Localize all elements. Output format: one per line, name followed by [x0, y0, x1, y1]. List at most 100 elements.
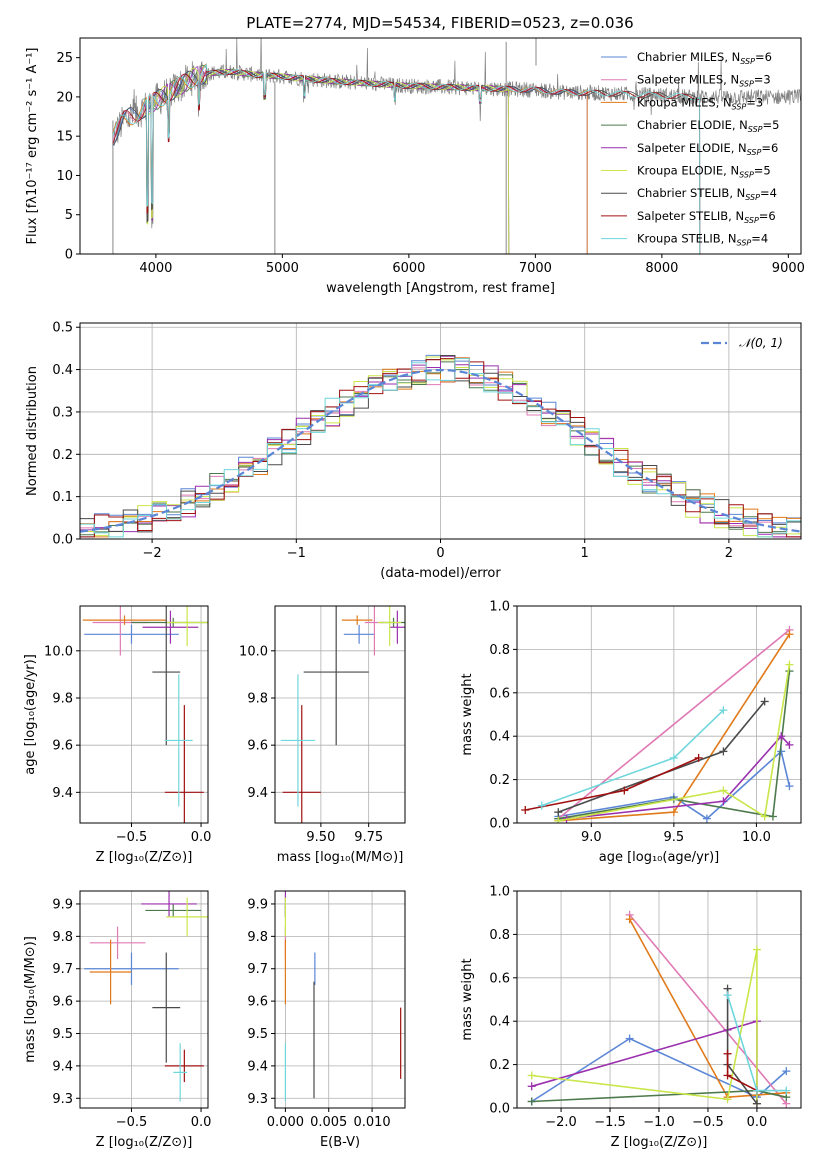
y-tick-label: 10 [56, 169, 73, 184]
y-tick-label: 0.2 [52, 448, 73, 463]
gaussian-curve [80, 368, 801, 533]
y-tick-label: 5 [65, 208, 73, 223]
x-tick-label: 0.010 [353, 1115, 390, 1130]
legend-label: Kroupa ELODIE, NSSP=5 [637, 164, 771, 180]
x-tick-label: −0.5 [116, 1115, 148, 1130]
x-tick-label: −1 [287, 546, 306, 561]
legend-label: Kroupa MILES, NSSP=3 [637, 95, 763, 111]
x-tick-label: 4000 [139, 261, 172, 276]
y-axis-label: mass [log₁₀(M/M⊙)] [23, 936, 38, 1063]
x-tick-label: 0.0 [191, 1115, 212, 1130]
x-axis-label: Z [log₁₀(Z/Z⊙)] [96, 1135, 193, 1150]
x-tick-label: 0.000 [267, 1115, 304, 1130]
x-tick-label: −2 [143, 546, 162, 561]
x-tick-label: 0.0 [191, 830, 212, 845]
weight-line-chabrier-miles [531, 1037, 787, 1103]
y-tick-label: 1.0 [489, 885, 510, 900]
weight-line-salpeter-elodie [566, 735, 790, 820]
y-tick-label: 9.6 [52, 739, 73, 754]
figure-title: PLATE=2774, MJD=54534, FIBERID=0523, z=0… [246, 14, 633, 32]
y-tick-label: 9.3 [247, 1092, 268, 1107]
y-axis-label: Normed distribution [25, 366, 40, 496]
plot-area [284, 891, 402, 1102]
plot-area [527, 910, 791, 1108]
plot-area [521, 625, 794, 823]
x-axis-label: Z [log₁₀(Z/Z⊙)] [96, 850, 193, 865]
y-tick-label: 0.4 [489, 730, 510, 745]
y-tick-label: 9.4 [247, 1059, 268, 1074]
panel-mass-vs-ebv: 0.000 0.005 0.010 9.3 9.4 9.5 9.6 9.7 9.8 9.9 E(B-… [247, 890, 406, 1150]
axes-frame [79, 605, 209, 824]
y-tick-label: 9.5 [52, 1027, 73, 1042]
panel-mass-vs-Z: −0.5 0.0 9.3 9.4 9.5 9.6 9.7 9.8 9.9 Z [log₁₀(Z/Z… [23, 890, 212, 1150]
y-tick-label: 9.4 [52, 786, 73, 801]
axes-frame [274, 605, 406, 824]
legend-label: Kroupa STELIB, NSSP=4 [637, 232, 768, 248]
plot-area [112, 38, 801, 254]
plot-area [280, 606, 405, 823]
y-tick-label: 9.8 [247, 930, 268, 945]
y-tick-label: 9.4 [52, 1059, 73, 1074]
y-tick-label: 1.0 [489, 600, 510, 615]
x-axis-label: (data-model)/error [380, 566, 501, 581]
y-tick-label: 9.8 [247, 691, 268, 706]
x-tick-label: 0 [436, 546, 444, 561]
x-tick-label: 9.0 [581, 830, 602, 845]
y-tick-label: 9.6 [52, 995, 73, 1010]
y-tick-label: 9.6 [247, 995, 268, 1010]
axes-frame [79, 37, 802, 255]
y-tick-label: 0.8 [489, 928, 510, 943]
x-axis-label: age [log₁₀(age/yr)] [599, 850, 720, 865]
legend-label: Salpeter MILES, NSSP=3 [637, 73, 771, 89]
weight-line-salpeter-elodie [531, 1020, 758, 1104]
x-tick-label: 2 [725, 546, 733, 561]
y-tick-label: 10.0 [239, 644, 268, 659]
x-tick-label: 5000 [266, 261, 299, 276]
y-tick-label: 0.3 [52, 405, 73, 420]
legend-label: Chabrier MILES, NSSP=6 [637, 50, 772, 66]
y-tick-label: 0.2 [489, 773, 510, 788]
weight-line-kroupa-elodie [558, 664, 791, 822]
legend-label: Salpeter ELODIE, NSSP=6 [637, 141, 778, 157]
legend-label: Chabrier STELIB, NSSP=4 [637, 186, 777, 202]
x-tick-label: −1.5 [594, 1115, 626, 1130]
y-tick-label: 9.9 [52, 897, 73, 912]
y-tick-label: 9.8 [52, 691, 73, 706]
y-tick-label: 25 [56, 51, 73, 66]
y-tick-label: 0.0 [489, 1102, 510, 1117]
panel-age-vs-Z: −0.5 0.0 9.4 9.6 9.8 10.0 Z [log₁₀(Z/Z⊙)] age [… [23, 605, 212, 865]
y-tick-label: 0.0 [489, 817, 510, 832]
x-tick-label: 7000 [519, 261, 552, 276]
y-tick-label: 9.3 [52, 1092, 73, 1107]
y-tick-label: 15 [56, 130, 73, 145]
weight-line-chabrier-stelib [558, 700, 766, 813]
y-tick-label: 0.1 [52, 490, 73, 505]
panel-spectrum: 4000 5000 6000 7000 8000 9000 0 5 10 15 20 25 wavele… [25, 37, 805, 296]
legend-label: Chabrier ELODIE, NSSP=5 [637, 118, 779, 134]
x-tick-label: −0.5 [692, 1115, 724, 1130]
x-tick-label: 9.75 [354, 830, 383, 845]
x-tick-label: −0.5 [116, 830, 148, 845]
model-spectrum-chabrier-elodie [143, 64, 510, 254]
x-tick-label: 0.005 [310, 1115, 347, 1130]
axes-frame [274, 890, 406, 1109]
y-axis-label: mass weight [460, 673, 475, 755]
y-axis-label: Flux [fλ10⁻¹⁷ erg cm⁻² s⁻¹ A⁻¹] [25, 48, 40, 245]
weight-line-chabrier-elodie [558, 671, 791, 820]
model-spectrum-kroupa-stelib [112, 63, 701, 254]
y-tick-label: 0.2 [489, 1058, 510, 1073]
model-spectrum-kroupa-elodie [142, 67, 510, 254]
y-tick-label: 9.7 [52, 962, 73, 977]
axes-frame [516, 605, 802, 824]
x-axis-label: wavelength [Angstrom, rest frame] [326, 281, 555, 296]
y-axis-label: mass weight [460, 958, 475, 1040]
x-tick-label: 0.0 [747, 1115, 768, 1130]
plot-area [82, 606, 208, 823]
y-tick-label: 0.6 [489, 971, 510, 986]
panel-massweight-vs-age: 9.0 9.5 10.0 0.0 0.2 0.4 0.6 0.8 1.0 age [log₁₀(a… [460, 600, 802, 865]
x-tick-label: 1 [581, 546, 589, 561]
y-tick-label: 0.5 [52, 321, 73, 336]
y-tick-label: 0.4 [489, 1015, 510, 1030]
panel-massweight-vs-Z: −2.0 −1.5 −1.0 −0.5 0.0 0.0 0.2 0.4 0.6 0.8 1.0 Z [… [460, 885, 802, 1150]
